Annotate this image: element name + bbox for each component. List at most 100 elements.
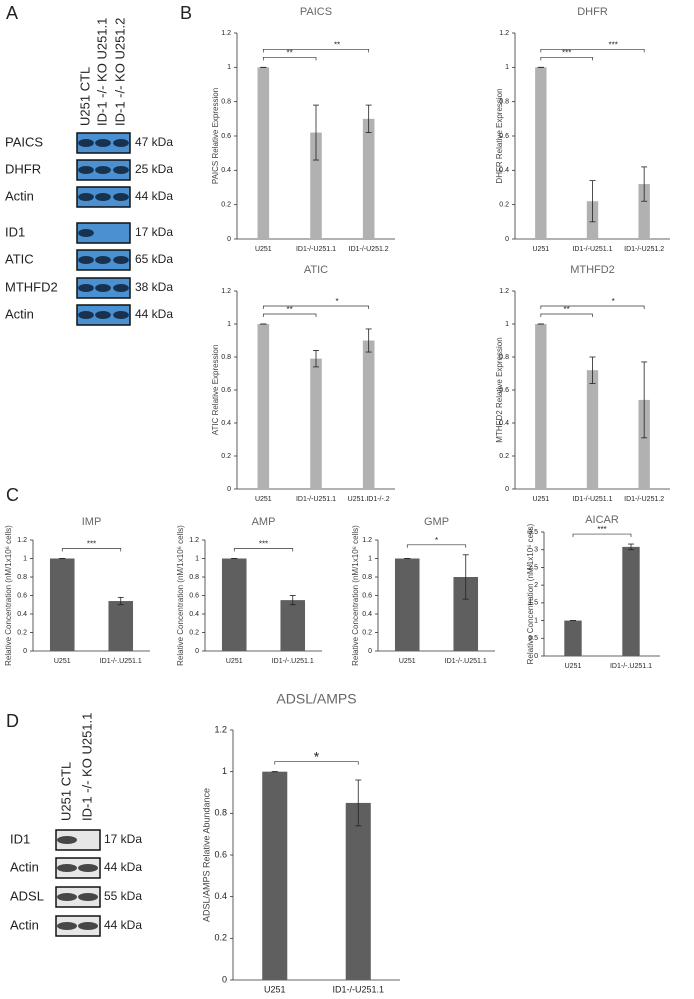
bar — [622, 546, 640, 656]
bar — [345, 802, 371, 980]
y-axis-label: PAICS Relative Expression — [211, 88, 220, 184]
y-tick-label: 1.2 — [221, 30, 231, 37]
y-tick-label: 0.2 — [362, 629, 372, 636]
y-tick-label: 0.6 — [214, 849, 227, 859]
y-tick-label: 0 — [227, 236, 231, 243]
bar — [257, 67, 270, 239]
significance-label: * — [612, 297, 615, 306]
bar — [310, 358, 322, 489]
y-tick-label: 0.6 — [189, 592, 199, 599]
y-tick-label: 0.6 — [499, 387, 509, 394]
chart-title: AMP — [252, 516, 276, 528]
y-tick-label: 0 — [23, 648, 27, 655]
band — [78, 311, 94, 319]
y-tick-label: 0.8 — [499, 99, 509, 106]
y-tick-label: 1 — [368, 555, 372, 562]
protein-label: Actin — [10, 917, 39, 932]
y-tick-label: 0 — [368, 648, 372, 655]
significance-label: * — [336, 297, 339, 306]
y-axis-label: ADSL/AMPS Relative Abundance — [201, 788, 211, 922]
band — [78, 256, 94, 264]
band — [113, 193, 129, 201]
lane-label: ID-1 -/- KO U251.2 — [112, 18, 127, 126]
band — [95, 139, 111, 147]
y-tick-label: 0.2 — [214, 933, 227, 943]
significance-bracket — [262, 305, 370, 309]
y-tick-label: 1 — [23, 555, 27, 562]
band — [57, 864, 77, 872]
band — [95, 193, 111, 201]
significance-bracket — [540, 56, 593, 61]
y-tick-label: 1.2 — [499, 30, 509, 37]
significance-bracket — [262, 56, 317, 61]
x-tick-label: ID1-/-U251.1 — [296, 246, 336, 253]
y-tick-label: 0.4 — [17, 611, 27, 618]
x-tick-label: ID1-/-U251.1 — [572, 246, 612, 253]
significance-label: *** — [87, 540, 96, 549]
x-tick-label: U251 — [532, 496, 549, 503]
protein-label: DHFR — [5, 161, 41, 176]
significance-label: *** — [562, 48, 571, 57]
y-tick-label: 0 — [534, 653, 538, 660]
y-tick-label: 1.2 — [214, 724, 227, 734]
y-tick-label: 0.4 — [362, 611, 372, 618]
size-label: 44 kDa — [104, 860, 142, 874]
size-label: 55 kDa — [104, 889, 142, 903]
chart-title: IMP — [82, 516, 102, 528]
y-tick-label: 0.8 — [362, 574, 372, 581]
y-tick-label: 1 — [227, 64, 231, 71]
y-tick-label: 2 — [534, 582, 538, 589]
size-label: 65 kDa — [135, 252, 173, 266]
y-tick-label: 0 — [222, 974, 227, 984]
significance-label: *** — [597, 525, 606, 534]
y-axis-label: Relative Concentration (nM/1x10⁶ cells) — [351, 525, 360, 666]
significance-bracket — [572, 533, 632, 538]
significance-label: * — [314, 748, 320, 764]
band — [57, 836, 77, 844]
significance-bracket — [540, 48, 645, 53]
y-tick-label: 1 — [505, 64, 509, 71]
x-tick-label: U251 — [255, 496, 272, 503]
band — [113, 139, 129, 147]
significance-label: ** — [287, 305, 293, 314]
band — [113, 284, 129, 292]
y-tick-label: 0 — [505, 236, 509, 243]
significance-label: *** — [259, 540, 268, 549]
band — [113, 166, 129, 174]
bar — [49, 558, 75, 651]
y-tick-label: 0.5 — [528, 635, 538, 642]
bar — [362, 340, 375, 489]
y-axis-label: DHFR Relative Expression — [495, 88, 504, 183]
chart-title: GMP — [424, 516, 449, 528]
band — [78, 864, 98, 872]
y-tick-label: 0.2 — [499, 453, 509, 460]
blot-strip — [55, 829, 101, 851]
significance-label: ** — [564, 305, 570, 314]
protein-label: ID1 — [10, 831, 30, 846]
significance-bracket — [540, 305, 645, 309]
protein-label: PAICS — [5, 134, 43, 149]
x-tick-label: U251 — [226, 658, 243, 665]
lane-label: ID-1 -/- KO U251.1 — [94, 18, 109, 126]
band — [78, 193, 94, 201]
significance-bracket — [61, 548, 122, 552]
significance-bracket — [262, 313, 317, 317]
size-label: 44 kDa — [104, 918, 142, 932]
y-tick-label: 0.4 — [221, 167, 231, 174]
significance-label: ** — [334, 40, 340, 49]
y-tick-label: 0.6 — [17, 592, 27, 599]
significance-bracket — [540, 313, 593, 317]
band — [113, 311, 129, 319]
band — [95, 166, 111, 174]
x-tick-label: U251 — [255, 246, 272, 253]
x-tick-label: U251 — [565, 663, 582, 670]
y-tick-label: 1.2 — [189, 537, 199, 544]
bar — [535, 324, 547, 489]
chart-title: PAICS — [300, 6, 332, 18]
bar — [280, 600, 306, 651]
y-tick-label: 0.6 — [221, 133, 231, 140]
protein-label: Actin — [5, 188, 34, 203]
bar — [108, 601, 134, 651]
significance-label: *** — [608, 40, 617, 49]
